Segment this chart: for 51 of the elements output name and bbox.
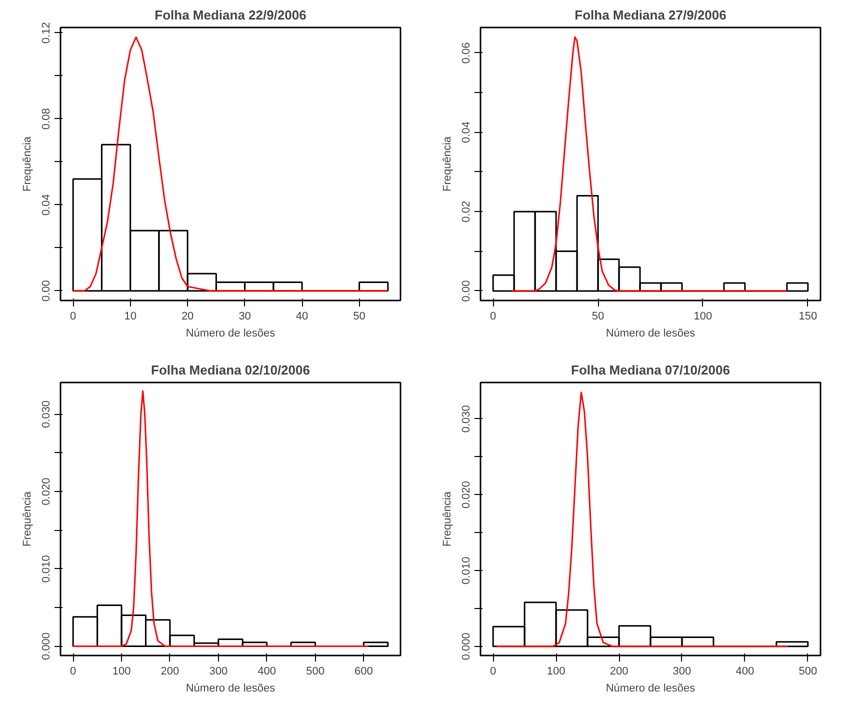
x-tick-label: 30 xyxy=(238,310,251,322)
x-tick-label: 200 xyxy=(610,666,628,678)
x-tick-label: 20 xyxy=(181,310,194,322)
x-tick-label: 0 xyxy=(70,310,76,322)
x-tick-label: 300 xyxy=(209,666,228,678)
y-tick-label: 0.000 xyxy=(460,632,472,660)
y-tick-label: 0.02 xyxy=(460,200,472,222)
y-tick-label: 0.030 xyxy=(460,405,472,433)
y-tick-label: 0.020 xyxy=(460,480,472,508)
x-tick-label: 500 xyxy=(306,666,324,678)
x-tick-label: 0 xyxy=(70,666,76,678)
x-tick-label: 400 xyxy=(736,666,754,678)
x-tick-label: 0 xyxy=(490,666,496,678)
y-axis-title: Frequência xyxy=(22,490,34,547)
y-tick-label: 0.030 xyxy=(40,400,52,428)
x-tick-label: 50 xyxy=(353,310,366,322)
x-axis-title: Número de lesões xyxy=(186,328,276,340)
y-axis-title: Frequência xyxy=(22,136,34,192)
y-tick-label: 0.00 xyxy=(460,280,472,302)
x-tick-label: 40 xyxy=(296,310,308,322)
x-tick-label: 150 xyxy=(798,310,818,322)
chart-title: Folha Mediana 02/10/2006 xyxy=(151,362,310,378)
y-tick-label: 0.000 xyxy=(40,632,52,660)
y-tick-label: 0.020 xyxy=(40,478,52,506)
x-tick-label: 500 xyxy=(798,666,818,678)
x-tick-label: 200 xyxy=(160,666,180,678)
x-axis-title: Número de lesões xyxy=(606,328,696,340)
y-tick-label: 0.00 xyxy=(40,280,52,302)
chart-title: Folha Mediana 22/9/2006 xyxy=(154,8,306,22)
y-tick-label: 0.010 xyxy=(460,556,472,584)
x-tick-label: 100 xyxy=(112,666,131,678)
y-tick-label: 0.04 xyxy=(460,122,472,143)
x-tick-label: 0 xyxy=(490,310,496,322)
x-tick-label: 300 xyxy=(672,666,692,678)
y-tick-label: 0.08 xyxy=(40,108,52,130)
x-tick-label: 400 xyxy=(258,666,276,678)
y-axis-title: Frequência xyxy=(442,490,454,547)
y-axis-title: Frequência xyxy=(442,136,454,192)
x-axis-title: Número de lesões xyxy=(606,682,696,694)
x-axis-title: Número de lesões xyxy=(186,682,276,694)
chart-title: Folha Mediana 07/10/2006 xyxy=(571,362,730,378)
x-tick-label: 100 xyxy=(694,310,712,322)
x-tick-label: 600 xyxy=(354,666,373,678)
y-tick-label: 0.04 xyxy=(40,194,52,216)
x-tick-label: 10 xyxy=(124,310,136,322)
x-tick-label: 50 xyxy=(592,310,604,322)
y-tick-label: 0.12 xyxy=(40,22,52,44)
x-tick-label: 100 xyxy=(546,666,566,678)
chart-title: Folha Mediana 27/9/2006 xyxy=(574,8,726,22)
y-tick-label: 0.010 xyxy=(40,555,52,583)
y-tick-label: 0.06 xyxy=(460,42,472,64)
